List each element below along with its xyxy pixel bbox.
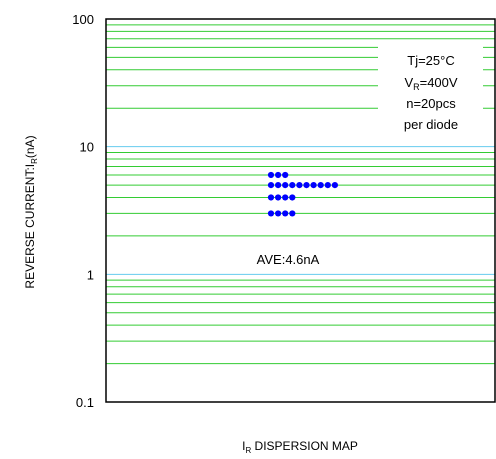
annotation-sample-count: n=20pcs — [406, 96, 456, 111]
data-point — [296, 181, 303, 189]
data-point — [282, 171, 289, 179]
data-point — [267, 210, 275, 217]
annotation-per-diode: per diode — [404, 117, 458, 132]
data-point — [289, 181, 296, 189]
average-annotation: AVE:4.6nA — [238, 250, 338, 268]
data-point — [275, 181, 282, 189]
average-label: AVE:4.6nA — [257, 252, 320, 267]
data-point — [275, 194, 282, 201]
annotation-temperature: Tj=25°C — [407, 53, 454, 68]
data-point — [289, 210, 296, 217]
annotation-voltage: VR=400V — [404, 75, 457, 92]
conditions-annotation: Tj=25°C VR=400V n=20pcs per diode — [378, 46, 483, 132]
data-point — [289, 194, 296, 201]
data-point — [282, 210, 289, 217]
x-axis-title: IR DISPERSION MAP — [242, 439, 358, 455]
data-point — [282, 194, 289, 201]
data-point — [317, 181, 324, 189]
data-point — [267, 171, 275, 179]
data-point — [331, 181, 338, 189]
data-point — [275, 171, 282, 179]
data-point — [282, 181, 289, 189]
plot-frame — [105, 18, 496, 403]
data-point — [310, 181, 317, 189]
y-tick-labels: 100 10 1 0.1 — [72, 12, 94, 410]
y-tick-label: 1 — [87, 267, 94, 282]
y-tick-label: 100 — [72, 12, 94, 27]
y-tick-label: 0.1 — [76, 395, 94, 410]
data-point — [303, 181, 310, 189]
data-points — [267, 171, 338, 217]
data-point — [267, 194, 275, 201]
data-point — [267, 181, 275, 189]
data-point — [324, 181, 331, 189]
y-axis-title: REVERSE CURRENT:IR(nA) — [23, 135, 39, 288]
y-tick-label: 10 — [80, 140, 94, 155]
data-point — [275, 210, 282, 217]
